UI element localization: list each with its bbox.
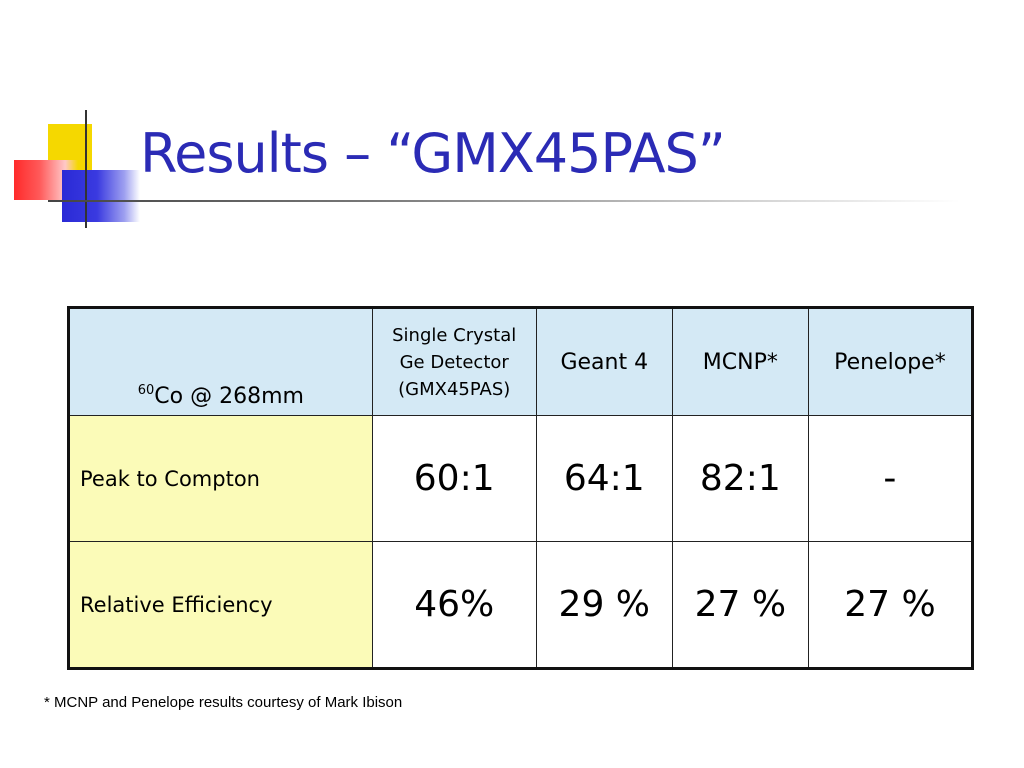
row-label-peak-to-compton: Peak to Compton [68,415,373,542]
table-cell: 82:1 [671,415,809,542]
column-header-geant4: Geant 4 [535,307,673,416]
column-header-line: Single Crystal [392,324,517,346]
column-header-ge-detector: Single Crystal Ge Detector (GMX45PAS) [371,307,537,416]
title-underline [48,200,960,202]
table-cell: 64:1 [535,415,673,542]
table-cell: 46% [371,541,537,669]
corner-header-cell: 60Co @ 268mm [68,307,373,416]
table-cell: 60:1 [371,415,537,542]
table-cell: 27 % [671,541,809,669]
column-header-line: (GMX45PAS) [398,378,511,400]
table-cell: 29 % [535,541,673,669]
results-table: 60Co @ 268mm Single Crystal Ge Detector (G… [67,306,974,670]
column-header-mcnp: MCNP* [671,307,809,416]
footnote: * MCNP and Penelope results courtesy of … [44,694,403,711]
slide-title: Results – “GMX45PAS” [140,122,726,185]
table-header-row: 60Co @ 268mm Single Crystal Ge Detector (G… [68,307,974,416]
table-cell: 27 % [807,541,974,669]
column-header-penelope: Penelope* [807,307,974,416]
column-header-line: Ge Detector [399,351,509,373]
source-setup-label: Co @ 268mm [154,384,304,409]
decor-vertical-line [85,110,87,228]
table-cell: - [807,415,974,542]
isotope-mass-number: 60 [137,383,155,398]
table-row: Peak to Compton 60:1 64:1 82:1 - [68,415,974,542]
table-row: Relative Efficiency 46% 29 % 27 % 27 % [68,541,974,669]
row-label-relative-efficiency: Relative Efficiency [68,541,373,669]
decor-blue-square [62,170,140,222]
